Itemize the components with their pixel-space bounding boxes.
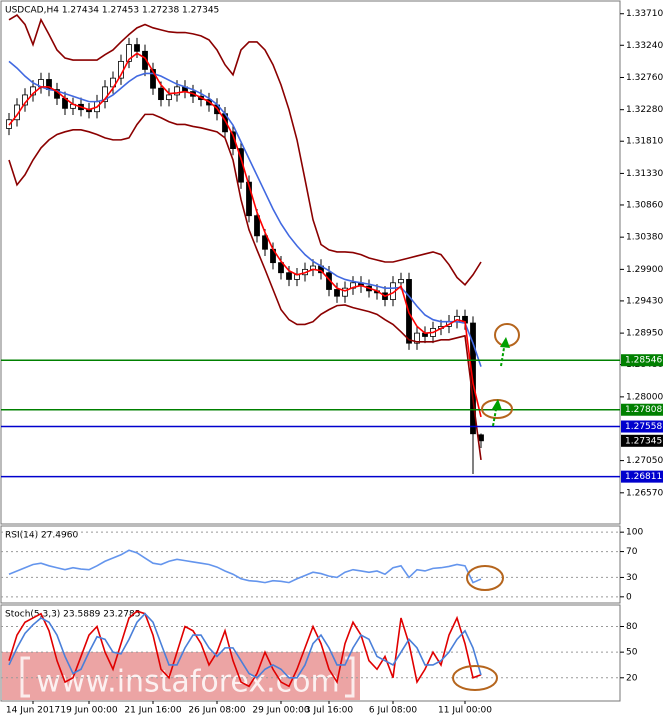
candle-body — [158, 87, 164, 101]
price-panel — [0, 0, 621, 525]
watermark: www.instaforex.com — [2, 652, 360, 700]
y-tick-label: 1.27050 — [626, 456, 663, 466]
annotation-circle — [466, 565, 504, 591]
y-tick-label: 1.32280 — [626, 105, 663, 115]
candle-body — [142, 50, 148, 70]
level-label-box — [621, 403, 663, 416]
current-price-box — [621, 434, 663, 447]
annotations — [452, 323, 520, 691]
x-tick-label: 11 Jul 00:00 — [438, 706, 492, 716]
x-tick-label: 3 Jul 16:00 — [305, 706, 354, 716]
y-tick-label: 1.29900 — [626, 265, 663, 275]
y-tick-label: 1.31810 — [626, 137, 663, 147]
y-tick-label: 80 — [626, 622, 638, 632]
candle-body — [278, 262, 284, 274]
x-tick-label: 19 Jun 00:00 — [60, 706, 117, 716]
rsi-panel — [0, 525, 621, 604]
chart-title: USDCAD,H4 1.27434 1.27453 1.27238 1.2734… — [5, 6, 219, 16]
candle-body — [174, 86, 180, 96]
stoch-title: Stoch(5,3,3) 23.5889 23.2785 — [5, 610, 140, 620]
y-tick-label: 1.26570 — [626, 488, 663, 498]
candle-body — [286, 272, 292, 280]
watermark-text: www.instaforex.com — [36, 665, 339, 700]
annotation-circle — [452, 665, 498, 691]
indicator-line — [8, 549, 482, 584]
candle-body — [262, 235, 268, 250]
candle-body — [398, 279, 404, 284]
candle-body — [254, 215, 260, 237]
watermark-bracket — [20, 656, 30, 698]
candle-body — [126, 44, 132, 62]
y-tick-label: 100 — [626, 528, 643, 538]
candle-body — [150, 69, 156, 89]
candle-body — [334, 289, 340, 297]
y-tick-label: 1.31330 — [626, 169, 663, 179]
y-tick-label: 1.33240 — [626, 41, 663, 51]
indicator-line — [8, 113, 482, 461]
level-label-box — [621, 420, 663, 433]
candle-body — [414, 332, 420, 344]
indicator-line — [8, 52, 482, 418]
candle-body — [102, 86, 108, 103]
candle-body — [166, 94, 172, 101]
annotation-arrowhead — [500, 337, 510, 348]
y-tick-label: 0 — [626, 592, 632, 602]
annotation-circle — [481, 399, 513, 419]
y-tick-label: 50 — [626, 648, 638, 658]
indicator-line — [8, 14, 482, 286]
y-tick-label: 1.29430 — [626, 296, 663, 306]
level-label: 1.26811 — [625, 472, 662, 482]
level-label-box — [621, 470, 663, 483]
y-tick-label: 30 — [626, 573, 638, 583]
y-tick-label: 1.33710 — [626, 9, 663, 19]
rsi-title: RSI(14) 27.4960 — [5, 531, 78, 541]
stoch-panel — [0, 604, 621, 702]
level-label: 1.27808 — [625, 405, 662, 415]
y-tick-label: 1.28000 — [626, 392, 663, 402]
x-tick-label: 21 Jun 16:00 — [124, 706, 181, 716]
y-tick-label: 70 — [626, 547, 638, 557]
current-price-label: 1.27345 — [625, 436, 662, 446]
x-tick-label: 26 Jun 08:00 — [188, 706, 245, 716]
candle-body — [478, 434, 484, 442]
y-tick-label: 1.30860 — [626, 200, 663, 210]
x-tick-label: 14 Jun 2017 — [6, 706, 60, 716]
candle-body — [342, 287, 348, 297]
y-tick-label: 1.32760 — [626, 73, 663, 83]
level-label-box — [621, 354, 663, 367]
annotation-arrow — [492, 403, 498, 427]
level-label: 1.27558 — [625, 422, 662, 432]
level-label: 1.28546 — [625, 356, 662, 366]
x-tick-label: 6 Jul 08:00 — [369, 706, 418, 716]
indicator-line — [8, 612, 482, 679]
candle-body — [134, 44, 140, 52]
y-tick-label: 20 — [626, 673, 638, 683]
annotation-arrowhead — [492, 399, 502, 410]
y-tick-label: 1.28950 — [626, 329, 663, 339]
x-tick-label: 29 Jun 00:00 — [252, 706, 309, 716]
y-tick-label: 1.30380 — [626, 233, 663, 243]
candle-body — [246, 181, 252, 217]
indicator-line — [8, 610, 482, 688]
